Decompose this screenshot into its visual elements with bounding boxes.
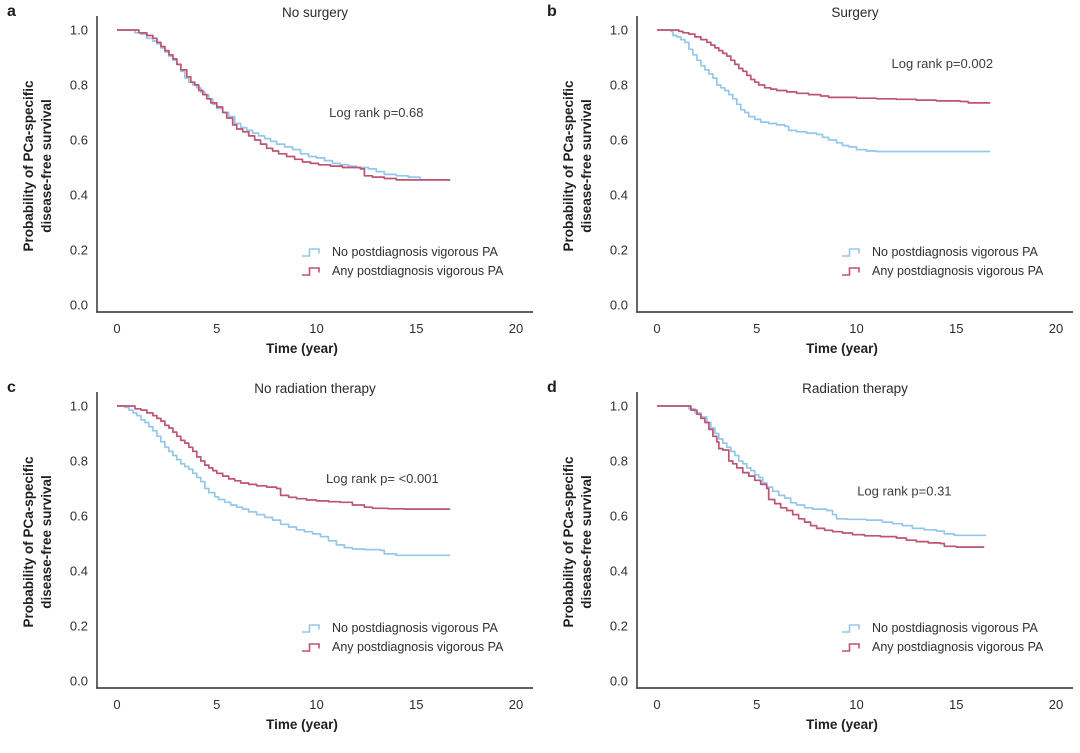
svg-text:0.6: 0.6 — [610, 509, 628, 524]
panel-letter: d — [547, 379, 557, 396]
svg-text:0.4: 0.4 — [610, 564, 628, 579]
panel-title: Radiation therapy — [802, 381, 908, 396]
legend-label: No postdiagnosis vigorous PA — [872, 620, 1038, 635]
step-line-icon — [302, 266, 320, 276]
svg-text:0: 0 — [113, 697, 120, 712]
x-axis-label: Time (year) — [266, 717, 338, 732]
svg-text:20: 20 — [1049, 321, 1063, 336]
svg-text:0.0: 0.0 — [610, 298, 628, 313]
svg-text:0.6: 0.6 — [70, 509, 88, 524]
svg-text:0.0: 0.0 — [70, 298, 88, 313]
x-axis-label: Time (year) — [806, 717, 878, 732]
legend-item-no-pa: No postdiagnosis vigorous PA — [301, 619, 503, 636]
panel-no-surgery: a No surgery Probability of PCa-specific… — [0, 0, 540, 376]
legend-label: Any postdiagnosis vigorous PA — [332, 263, 504, 278]
svg-text:15: 15 — [949, 321, 963, 336]
svg-text:0.6: 0.6 — [610, 133, 628, 148]
legend-item-no-pa: No postdiagnosis vigorous PA — [841, 243, 1043, 260]
svg-text:Log rank p=0.68: Log rank p=0.68 — [329, 105, 423, 120]
svg-text:20: 20 — [1049, 697, 1063, 712]
svg-text:10: 10 — [849, 697, 863, 712]
legend-label: Any postdiagnosis vigorous PA — [872, 639, 1044, 654]
panel-letter: c — [7, 379, 16, 396]
svg-text:0.8: 0.8 — [610, 454, 628, 469]
svg-text:0.2: 0.2 — [70, 243, 88, 258]
svg-text:0: 0 — [113, 321, 120, 336]
legend-label: Any postdiagnosis vigorous PA — [872, 263, 1044, 278]
step-line-icon — [842, 623, 860, 633]
svg-text:15: 15 — [949, 697, 963, 712]
legend-item-any-pa: Any postdiagnosis vigorous PA — [841, 262, 1043, 279]
svg-text:0.6: 0.6 — [70, 133, 88, 148]
legend-item-no-pa: No postdiagnosis vigorous PA — [301, 243, 503, 260]
km-plot: 0.0 0.2 0.4 0.6 0.8 1.0 0 5 10 15 20 Log rank p=0.0… — [610, 16, 1073, 336]
legend-item-any-pa: Any postdiagnosis vigorous PA — [301, 262, 503, 279]
svg-text:0.0: 0.0 — [610, 674, 628, 689]
svg-text:1.0: 1.0 — [70, 399, 88, 414]
legend-item-any-pa: Any postdiagnosis vigorous PA — [841, 638, 1043, 655]
step-line-icon — [842, 247, 860, 257]
svg-text:5: 5 — [213, 321, 220, 336]
legend-label: No postdiagnosis vigorous PA — [332, 620, 498, 635]
svg-text:1.0: 1.0 — [610, 399, 628, 414]
svg-text:0.8: 0.8 — [70, 78, 88, 93]
svg-text:1.0: 1.0 — [610, 23, 628, 38]
km-plot: 0.0 0.2 0.4 0.6 0.8 1.0 0 5 10 15 20 Log rank p=0.6… — [70, 16, 533, 336]
legend-item-any-pa: Any postdiagnosis vigorous PA — [301, 638, 503, 655]
panel-no-radiation: c No radiation therapy Probability of PC… — [0, 376, 540, 753]
svg-text:5: 5 — [753, 697, 760, 712]
panel-surgery: b Surgery Probability of PCa-specific di… — [540, 0, 1080, 376]
svg-text:0.2: 0.2 — [610, 243, 628, 258]
svg-text:5: 5 — [753, 321, 760, 336]
svg-text:1.0: 1.0 — [70, 23, 88, 38]
x-axis-label: Time (year) — [806, 341, 878, 356]
svg-text:Log rank p=0.31: Log rank p=0.31 — [857, 483, 951, 498]
legend: No postdiagnosis vigorous PA Any postdia… — [841, 243, 1043, 281]
svg-text:0.4: 0.4 — [610, 188, 628, 203]
legend: No postdiagnosis vigorous PA Any postdia… — [301, 619, 503, 657]
km-plot: 0.0 0.2 0.4 0.6 0.8 1.0 0 5 10 15 20 Log rank p=0.3… — [610, 392, 1073, 712]
svg-text:Log rank p=0.002: Log rank p=0.002 — [892, 56, 994, 71]
svg-text:5: 5 — [213, 697, 220, 712]
step-line-icon — [302, 642, 320, 652]
svg-text:0.2: 0.2 — [610, 619, 628, 634]
step-line-icon — [302, 623, 320, 633]
legend: No postdiagnosis vigorous PA Any postdia… — [841, 619, 1043, 657]
svg-text:20: 20 — [509, 697, 523, 712]
legend-label: No postdiagnosis vigorous PA — [872, 244, 1038, 259]
svg-text:0.8: 0.8 — [610, 78, 628, 93]
panel-letter: a — [7, 3, 16, 20]
svg-text:20: 20 — [509, 321, 523, 336]
panel-radiation: d Radiation therapy Probability of PCa-s… — [540, 376, 1080, 753]
svg-text:0.8: 0.8 — [70, 454, 88, 469]
svg-text:0.2: 0.2 — [70, 619, 88, 634]
svg-text:10: 10 — [309, 697, 323, 712]
panel-title: No radiation therapy — [254, 381, 376, 396]
svg-text:0.4: 0.4 — [70, 188, 88, 203]
km-plot: 0.0 0.2 0.4 0.6 0.8 1.0 0 5 10 15 20 Log rank p= <0… — [70, 392, 533, 712]
step-line-icon — [842, 642, 860, 652]
x-axis-label: Time (year) — [266, 341, 338, 356]
svg-text:Log rank p= <0.001: Log rank p= <0.001 — [326, 471, 439, 486]
legend-item-no-pa: No postdiagnosis vigorous PA — [841, 619, 1043, 636]
panel-letter: b — [547, 3, 557, 20]
legend-label: Any postdiagnosis vigorous PA — [332, 639, 504, 654]
step-line-icon — [842, 266, 860, 276]
svg-text:10: 10 — [309, 321, 323, 336]
svg-text:15: 15 — [409, 321, 423, 336]
svg-text:10: 10 — [849, 321, 863, 336]
svg-text:0.4: 0.4 — [70, 564, 88, 579]
svg-text:15: 15 — [409, 697, 423, 712]
svg-text:0: 0 — [653, 321, 660, 336]
svg-text:0: 0 — [653, 697, 660, 712]
panel-title: Surgery — [831, 5, 879, 20]
panel-title: No surgery — [281, 5, 349, 20]
step-line-icon — [302, 247, 320, 257]
legend: No postdiagnosis vigorous PA Any postdia… — [301, 243, 503, 281]
legend-label: No postdiagnosis vigorous PA — [332, 244, 498, 259]
svg-text:0.0: 0.0 — [70, 674, 88, 689]
